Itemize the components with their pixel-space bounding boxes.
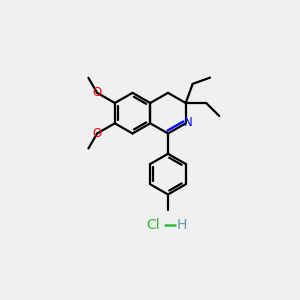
Text: O: O	[92, 127, 102, 140]
Text: H: H	[176, 218, 187, 233]
Text: N: N	[184, 116, 193, 129]
Text: Cl: Cl	[146, 218, 159, 233]
Text: O: O	[92, 86, 102, 99]
